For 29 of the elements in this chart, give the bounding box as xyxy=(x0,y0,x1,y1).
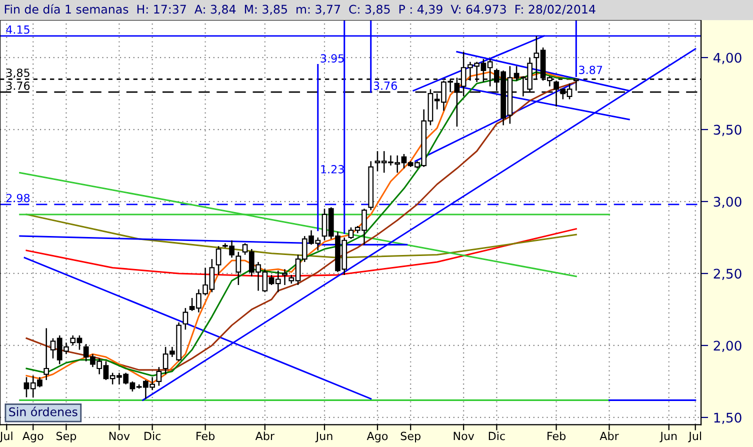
y-tick-label: 2,00 xyxy=(714,340,742,352)
y-tick-label: 2,50 xyxy=(714,268,742,280)
ref-line-label: 4.15 xyxy=(6,26,30,34)
x-tick-label: Jun xyxy=(660,432,677,442)
x-tick-label: Dic xyxy=(144,432,161,440)
y-tick-label: 3,00 xyxy=(714,196,742,208)
ref-line-label: 3,85 xyxy=(6,68,30,78)
annotation: Sin órdenes xyxy=(9,406,78,416)
x-tick-label: Abr xyxy=(255,432,275,440)
y-tick-label: 3,50 xyxy=(714,124,742,136)
x-tick-label: Dic xyxy=(488,432,505,440)
x-tick-label: Ago xyxy=(366,432,388,442)
x-tick-label: Sep xyxy=(56,432,76,442)
x-tick-label: Nov xyxy=(109,432,130,440)
x-tick-label: Nov xyxy=(454,432,474,440)
x-tick-label: Feb xyxy=(196,432,215,440)
x-tick-label: Sep xyxy=(400,432,420,442)
x-tick-label: Ago xyxy=(22,432,44,442)
ref-line-label: 3.76 xyxy=(6,82,30,90)
chart-title: Fin de día 1 semanas H: 17:37 A: 3,84 M: 3,85 m: 3,77 C: 3,85 P : 4,39 V: 64.973 F: 28/02/2014 xyxy=(4,4,596,15)
annotation: 3.76 xyxy=(374,82,397,90)
y-tick-label: 4,00 xyxy=(713,52,742,64)
y-tick-label: 1,50 xyxy=(714,412,742,424)
ref-line-label: 2.98 xyxy=(6,194,30,202)
x-tick-label: Feb xyxy=(548,432,566,440)
annotation: 3.87 xyxy=(579,66,602,74)
x-tick-label: Jul xyxy=(688,432,702,442)
x-tick-label: Abr xyxy=(600,432,619,440)
x-tick-label: Jun xyxy=(315,432,332,442)
